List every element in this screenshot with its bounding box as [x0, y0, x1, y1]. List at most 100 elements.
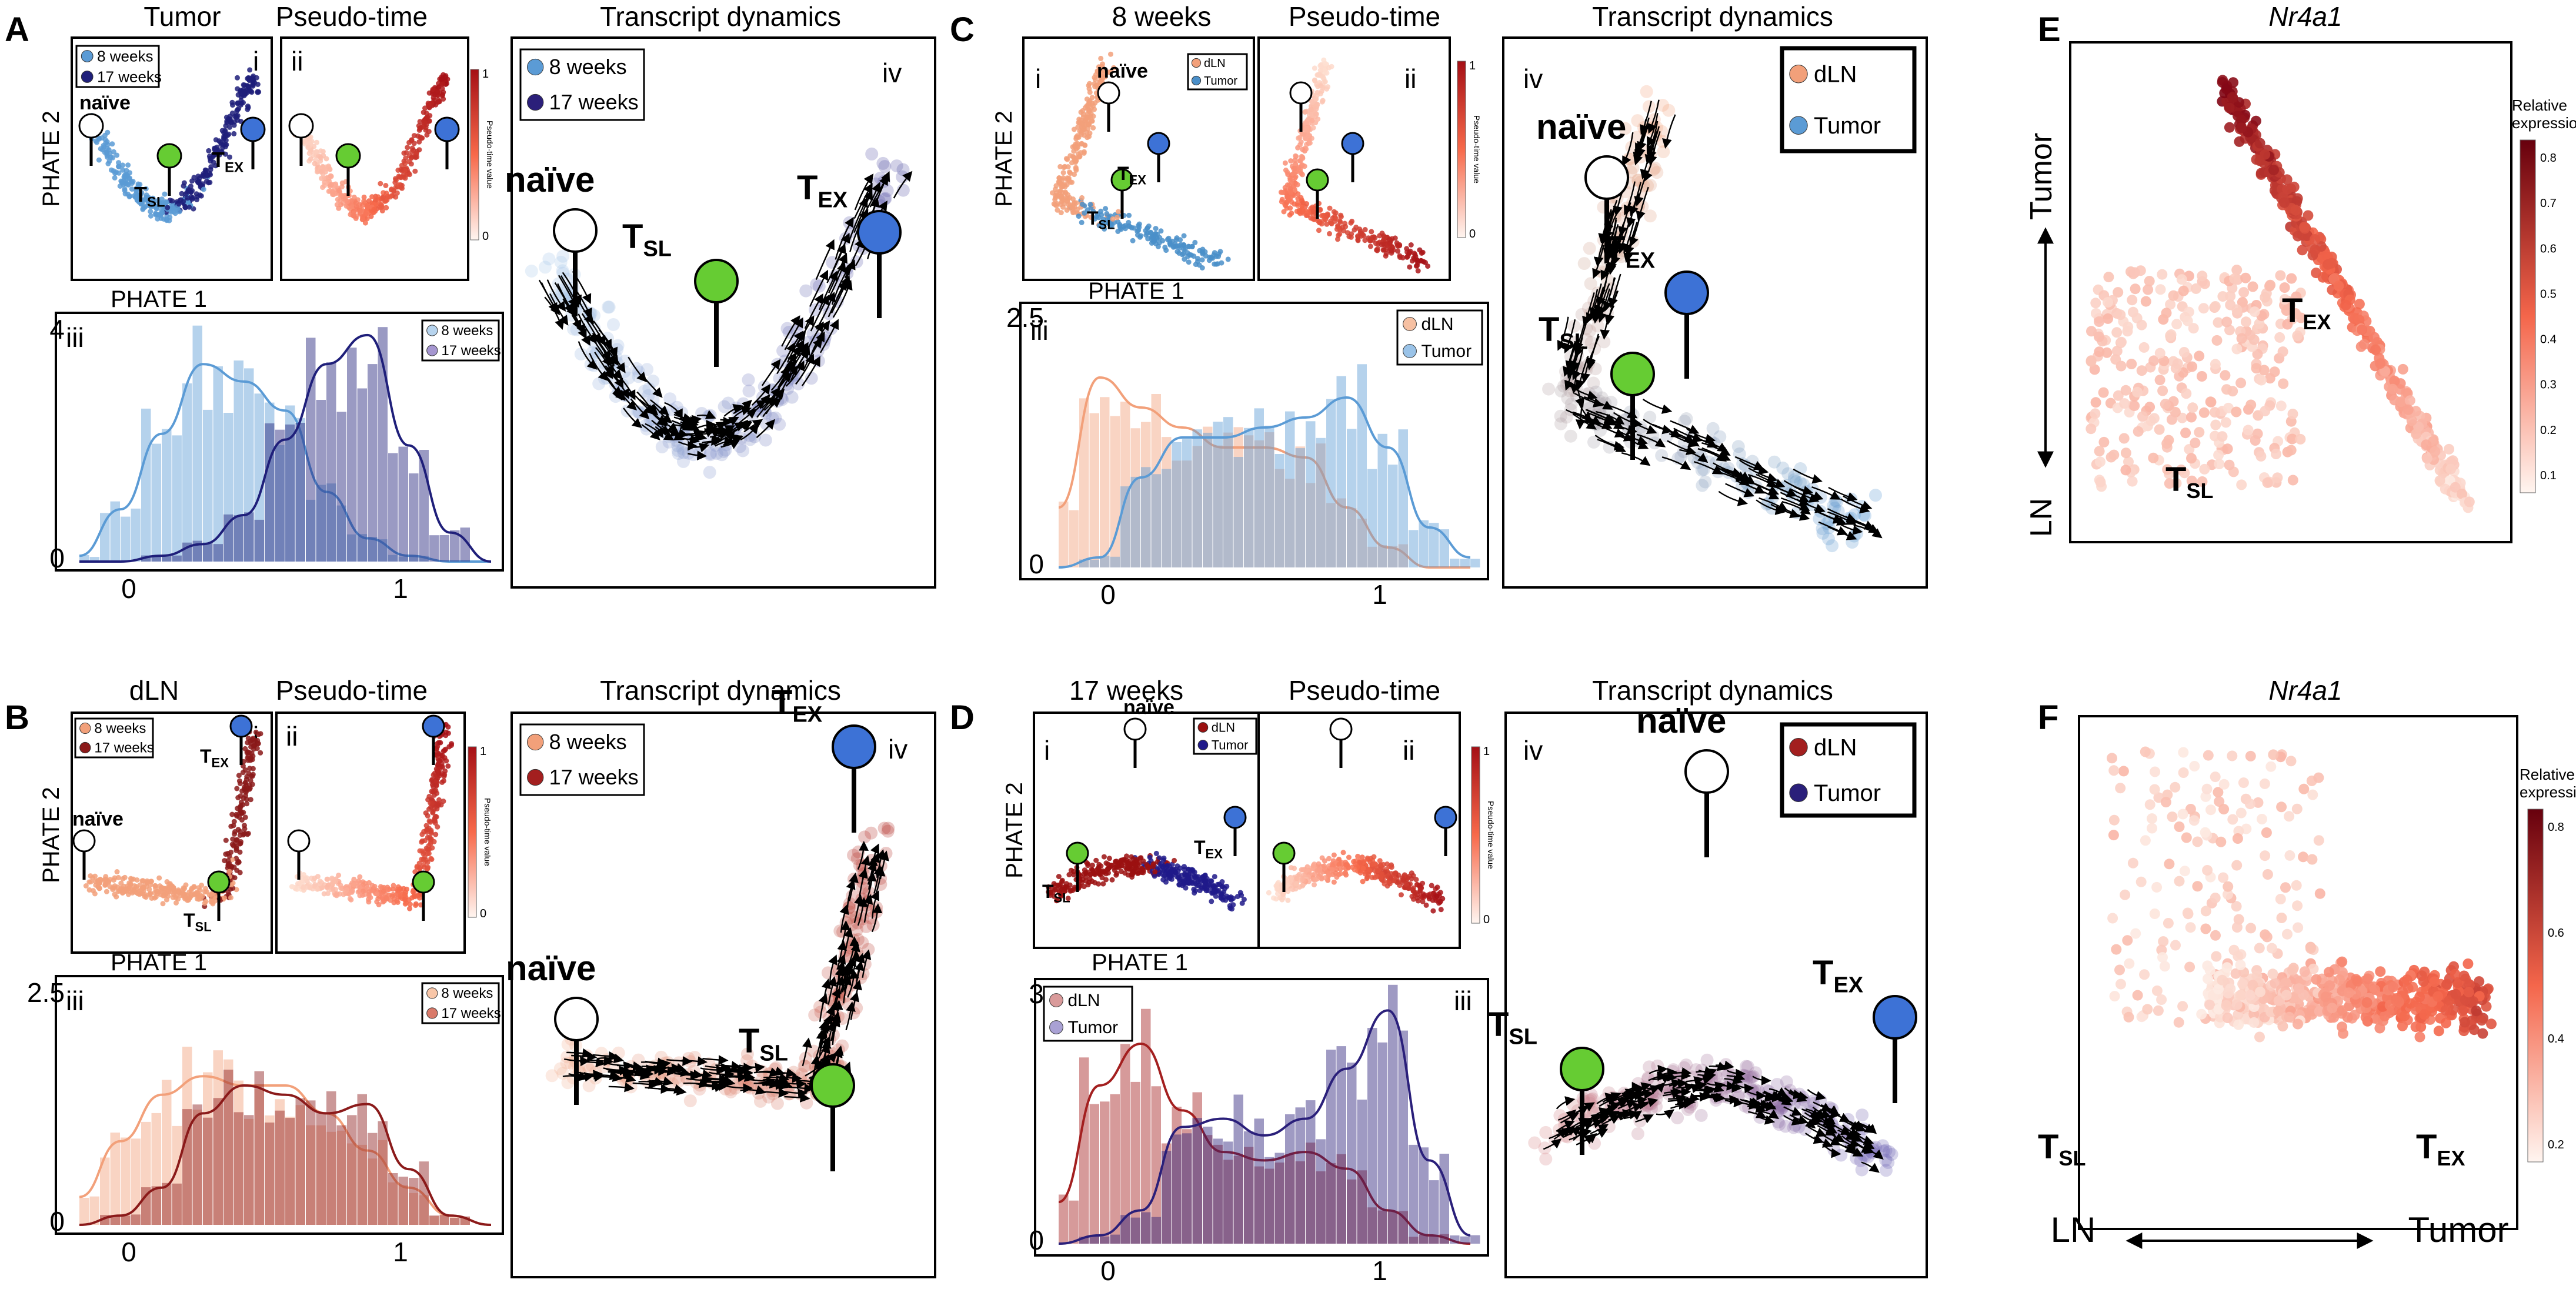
x-axis-label: PHATE 1	[1088, 278, 1184, 304]
velocity-streamline	[546, 279, 566, 312]
histogram-bar	[378, 327, 388, 562]
cell-point	[235, 100, 241, 106]
cell-point	[126, 884, 132, 890]
cell-point	[1314, 102, 1320, 108]
cell-point	[363, 211, 369, 217]
velocity-streamline	[723, 404, 743, 417]
histogram-bar	[265, 402, 275, 562]
legend-swatch	[527, 93, 544, 111]
tsl-label: TSL	[134, 182, 165, 210]
velocity-streamline	[578, 313, 597, 344]
cell-point	[1310, 125, 1316, 131]
cell-density	[1644, 179, 1657, 192]
cell-density	[1680, 412, 1693, 425]
cell-point	[86, 887, 92, 893]
cell-point	[1197, 887, 1203, 893]
cell-density	[1731, 440, 1745, 453]
histogram-bar	[110, 501, 120, 562]
tex-marker	[832, 724, 876, 769]
histogram-bar	[368, 364, 378, 562]
cell-point	[104, 889, 109, 894]
cell-point	[169, 198, 175, 204]
cell-point	[1374, 247, 1380, 253]
cell-point	[306, 151, 312, 156]
cell-point	[412, 168, 418, 174]
histogram-bar	[316, 485, 326, 562]
x-tick: 1	[393, 1237, 408, 1267]
cell-point	[1300, 155, 1306, 161]
histogram-bar	[151, 1186, 161, 1225]
histogram-bar	[398, 1177, 408, 1225]
cell-point	[120, 162, 126, 168]
cell-point	[232, 831, 238, 837]
legend-swatch	[81, 50, 94, 62]
cell-point	[1302, 109, 1308, 115]
cell-point	[1369, 229, 1374, 235]
cell-point	[416, 139, 422, 145]
cell-point	[425, 102, 431, 108]
scatter-box-i	[71, 712, 273, 954]
cell-point	[439, 771, 445, 777]
cell-point	[146, 891, 152, 897]
cell-point	[329, 876, 335, 881]
cell-density	[676, 442, 689, 456]
cell-point	[241, 810, 246, 816]
cell-point	[1199, 257, 1205, 263]
cell-point	[389, 893, 395, 899]
cell-point	[360, 202, 366, 208]
histogram-bar	[295, 1098, 305, 1225]
cell-point	[171, 885, 176, 891]
histogram-bar	[398, 556, 408, 562]
histogram-bar	[347, 348, 357, 562]
roman-ii: ii	[1404, 64, 1416, 94]
cell-density	[1706, 422, 1720, 435]
cell-point	[106, 879, 112, 885]
cell-point	[153, 211, 158, 216]
cell-point	[228, 895, 233, 901]
cell-point	[125, 162, 131, 168]
cell-point	[191, 175, 197, 181]
velocity-streamline	[832, 279, 853, 318]
velocity-streamline	[854, 173, 874, 211]
colorbar-gradient	[470, 69, 479, 241]
cell-point	[1115, 864, 1120, 870]
velocity-streamline	[680, 435, 700, 445]
cell-point	[1071, 872, 1077, 878]
scatter-i	[83, 729, 263, 909]
cell-point	[1151, 861, 1156, 867]
cell-point	[169, 203, 175, 209]
x-axis-label: PHATE 1	[1092, 950, 1188, 976]
cell-point	[413, 155, 419, 161]
cell-point	[175, 889, 181, 894]
cell-point	[226, 861, 232, 867]
cell-density	[877, 821, 891, 835]
cell-point	[417, 866, 422, 871]
cell-point	[1123, 865, 1129, 871]
cell-point	[1319, 213, 1324, 219]
cell-point	[202, 167, 208, 173]
cell-point	[1225, 256, 1231, 262]
cell-point	[1202, 879, 1208, 885]
histogram-bar	[1347, 429, 1357, 567]
cell-point	[247, 87, 252, 93]
cell-point	[120, 167, 126, 173]
cell-point	[402, 897, 408, 903]
tex-marker	[1664, 270, 1709, 315]
cell-point	[1100, 868, 1106, 874]
cell-point	[240, 770, 246, 776]
cell-point	[1176, 875, 1182, 881]
histogram-bar	[409, 473, 419, 562]
scatter-box-ii	[275, 712, 466, 954]
velocity-streamline	[819, 270, 838, 310]
cell-point	[360, 892, 365, 898]
cell-point	[425, 859, 431, 865]
cell-point	[1182, 256, 1187, 262]
cell-point	[441, 778, 446, 784]
cell-point	[1357, 231, 1363, 236]
cell-density	[717, 445, 730, 458]
cell-point	[445, 730, 451, 736]
cell-point	[334, 202, 340, 208]
cell-point	[373, 197, 378, 203]
cell-point	[1406, 250, 1412, 256]
